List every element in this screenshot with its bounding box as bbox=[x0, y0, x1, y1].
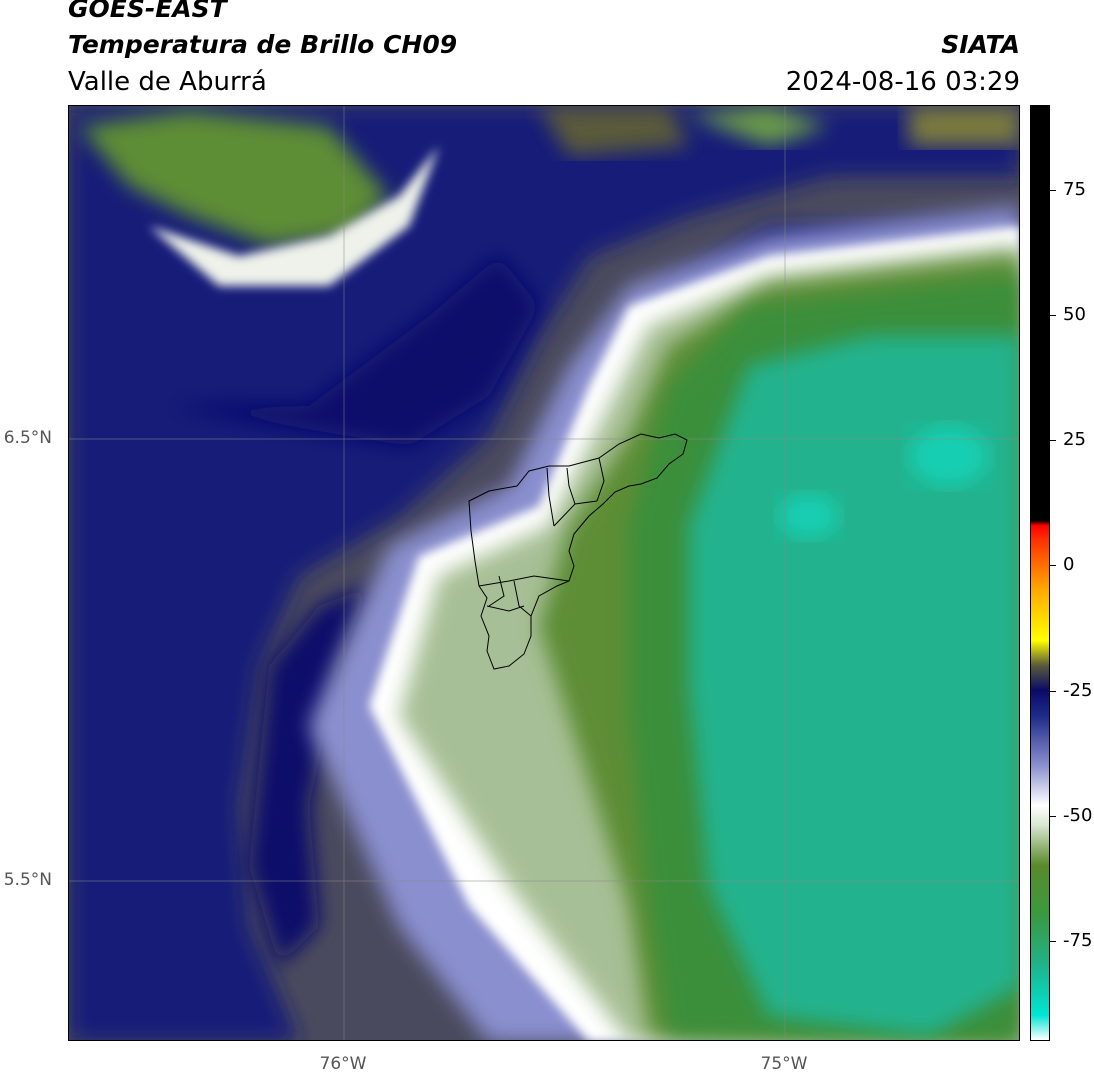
colorbar-tick-label: 0 bbox=[1063, 554, 1075, 576]
colorbar bbox=[1030, 105, 1050, 1041]
field-layers bbox=[69, 106, 1019, 1040]
field-north-green bbox=[79, 111, 389, 246]
datetime-label: 2024-08-16 03:29 bbox=[785, 67, 1020, 97]
municipio-line-5 bbox=[478, 575, 570, 587]
colorbar-tick bbox=[1050, 315, 1056, 317]
colorbar-tick-label: 50 bbox=[1063, 304, 1086, 326]
field-deep-navy bbox=[169, 256, 539, 446]
municipio-line-6 bbox=[488, 575, 505, 607]
field-nw-green bbox=[689, 106, 829, 146]
field-teal-bright bbox=[909, 426, 989, 486]
subtitle-region: Valle de Aburrá bbox=[68, 67, 267, 97]
municipio-line-1 bbox=[546, 467, 555, 527]
field-north-olive bbox=[909, 106, 1019, 146]
colorbar-tick bbox=[1050, 815, 1056, 817]
municipal-boundaries bbox=[468, 433, 688, 670]
field-deep-navy-2 bbox=[249, 586, 369, 966]
title-product: Temperatura de Brillo CH09 bbox=[68, 30, 458, 59]
municipio-line-3 bbox=[596, 457, 605, 502]
municipio-line-8 bbox=[486, 605, 525, 612]
field-north-white bbox=[149, 146, 439, 286]
lat-label-6.5n: 6.5°N bbox=[3, 428, 52, 448]
colorbar-tick bbox=[1050, 440, 1056, 442]
colorbar-tick bbox=[1050, 940, 1056, 942]
colorbar-tick bbox=[1050, 565, 1056, 567]
brightness-temperature-map bbox=[69, 106, 1019, 1040]
map-panel[interactable] bbox=[68, 105, 1020, 1041]
colorbar-tick-label: -75 bbox=[1063, 929, 1093, 951]
municipio-line-2 bbox=[566, 467, 576, 505]
title-satellite: GOES-EAST bbox=[68, 0, 227, 23]
agency-label: SIATA bbox=[941, 30, 1020, 59]
lat-label-5.5n: 5.5°N bbox=[3, 870, 52, 890]
lon-label-75w: 75°W bbox=[760, 1054, 808, 1074]
lon-label-76w: 76°W bbox=[319, 1054, 367, 1074]
field-north-olive-2 bbox=[539, 106, 689, 156]
field-teal-bright-2 bbox=[779, 494, 839, 538]
colorbar-tick-label: 25 bbox=[1063, 429, 1086, 451]
colorbar-tick-label: 75 bbox=[1063, 179, 1086, 201]
municipio-line-4 bbox=[553, 500, 598, 527]
municipio-line-7 bbox=[513, 580, 532, 617]
colorbar-tick bbox=[1050, 690, 1056, 692]
field-teal bbox=[689, 336, 1019, 1036]
colorbar-tick-label: -50 bbox=[1063, 804, 1093, 826]
colorbar-tick bbox=[1050, 190, 1056, 192]
graticule bbox=[69, 106, 1019, 1040]
colorbar-tick-label: -25 bbox=[1063, 679, 1093, 701]
valle-aburra-outline bbox=[468, 433, 688, 670]
